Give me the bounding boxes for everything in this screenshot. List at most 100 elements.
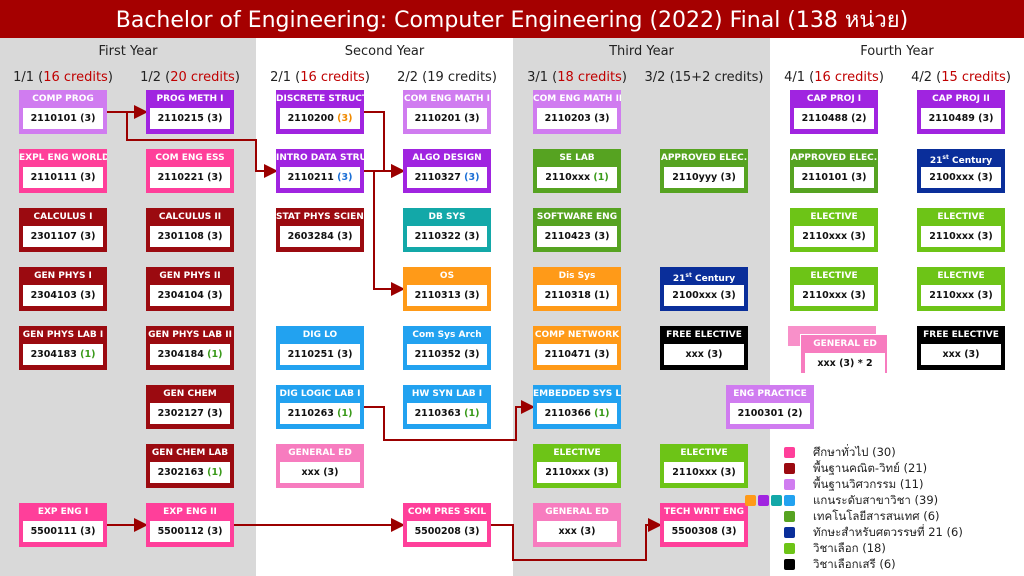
course-code: 2110xxx — [802, 290, 851, 301]
course-card-software-eng[interactable]: SOFTWARE ENG 2110423 (3) — [533, 208, 621, 252]
course-card-calculus-ii[interactable]: CALCULUS II 2301108 (3) — [146, 208, 234, 252]
course-card-gen-phys-lab-ii[interactable]: GEN PHYS LAB II 2304184 (1) — [146, 326, 234, 370]
course-card-dis-sys[interactable]: Dis Sys 2110318 (1) — [533, 267, 621, 311]
course-card-general-ed-3-1[interactable]: GENERAL ED xxx (3) — [533, 503, 621, 547]
course-code: 2110251 — [287, 349, 338, 360]
course-name: DIG LOGIC LAB I — [279, 389, 361, 399]
course-card-com-eng-math-ii[interactable]: COM ENG MATH II 2110203 (3) — [533, 90, 621, 134]
course-card-eng-practice[interactable]: ENG PRACTICE 2100301 (2) — [726, 385, 814, 429]
course-card-gen-chem-lab[interactable]: GEN CHEM LAB 2302163 (1) — [146, 444, 234, 488]
course-credits: (2) — [787, 408, 803, 419]
course-card-prog-meth-i[interactable]: PROG METH I 2110215 (3) — [146, 90, 234, 134]
course-card-elective-4-2-b[interactable]: ELECTIVE 2110xxx (3) — [917, 267, 1005, 311]
course-card-db-sys[interactable]: DB SYS 2110322 (3) — [403, 208, 491, 252]
course-card-com-eng-math-i[interactable]: COM ENG MATH I 2110201 (3) — [403, 90, 491, 134]
legend-label: พื้นฐานคณิต-วิทย์ (21) — [813, 461, 928, 475]
legend-swatch — [758, 495, 769, 506]
course-card-free-elective-3-2[interactable]: FREE ELECTIVE xxx (3) — [660, 326, 748, 370]
course-card-elective-3-2[interactable]: ELECTIVE 2110xxx (3) — [660, 444, 748, 488]
course-name: ELECTIVE — [810, 212, 858, 222]
course-code-box: 2304103 (3) — [23, 285, 103, 306]
course-card-approved-elec-4-1[interactable]: APPROVED ELEC. 2110101 (3) — [790, 149, 878, 193]
term-label: 4/2 — [911, 70, 937, 85]
course-card-com-eng-ess[interactable]: COM ENG ESS 2110221 (3) — [146, 149, 234, 193]
course-name: ALGO DESIGN — [412, 153, 482, 163]
course-card-calculus-i[interactable]: CALCULUS I 2301107 (3) — [19, 208, 107, 252]
course-code-box: 2110352 (3) — [407, 344, 487, 365]
course-card-discrete-struct[interactable]: DISCRETE STRUCT 2110200 (3) — [276, 90, 364, 134]
course-card-general-ed-y2[interactable]: GENERAL ED xxx (3) — [276, 444, 364, 488]
legend-item: ทักษะสำหรับศตวรรษที่ 21 (6) — [760, 525, 1024, 539]
course-card-elective-4-1-b[interactable]: ELECTIVE 2110xxx (3) — [790, 267, 878, 311]
course-card-cap-proj-ii[interactable]: CAP PROJ II 2110489 (3) — [917, 90, 1005, 134]
course-card-cap-proj-i[interactable]: CAP PROJ I 2110488 (2) — [790, 90, 878, 134]
legend-swatch — [784, 463, 795, 474]
course-card-gen-chem[interactable]: GEN CHEM 2302127 (3) — [146, 385, 234, 429]
course-name: SOFTWARE ENG — [536, 212, 618, 222]
course-name: FREE ELECTIVE — [666, 330, 742, 340]
course-code-box: 2302127 (3) — [150, 403, 230, 424]
course-card-free-elective-4-2[interactable]: FREE ELECTIVE xxx (3) — [917, 326, 1005, 370]
legend-swatch — [784, 447, 795, 458]
course-credits: (3) — [850, 290, 866, 301]
course-card-expl-eng-world[interactable]: EXPL ENG WORLD 2110111 (3) — [19, 149, 107, 193]
term-header-4-2: 4/2 (15 credits) — [911, 70, 1011, 85]
course-code: 2110215 — [157, 113, 208, 124]
course-card-algo-design[interactable]: ALGO DESIGN 2110327 (3) — [403, 149, 491, 193]
course-name: GENERAL ED — [545, 507, 609, 517]
course-card-comp-network[interactable]: COMP NETWORK 2110471 (3) — [533, 326, 621, 370]
course-code: 2110101 — [801, 172, 852, 183]
course-card-exp-eng-i[interactable]: EXP ENG I 5500111 (3) — [19, 503, 107, 547]
course-card-gen-phys-i[interactable]: GEN PHYS I 2304103 (3) — [19, 267, 107, 311]
course-name: EXP ENG I — [37, 507, 89, 517]
course-card-21st-century-4-2[interactable]: 21st Century 2100xxx (3) — [917, 149, 1005, 193]
term-credits: 15 credits — [941, 70, 1006, 85]
course-code: 2110363 — [414, 408, 465, 419]
course-card-approved-elec-3-2[interactable]: APPROVED ELEC. 2110yyy (3) — [660, 149, 748, 193]
course-code-box: 2110318 (1) — [537, 285, 617, 306]
course-name: EXPL ENG WORLD — [19, 153, 107, 163]
course-code: 2110423 — [544, 231, 595, 242]
course-card-tech-writ-eng[interactable]: TECH WRIT ENG 5500308 (3) — [660, 503, 748, 547]
course-card-elective-4-1-a[interactable]: ELECTIVE 2110xxx (3) — [790, 208, 878, 252]
course-card-exp-eng-ii[interactable]: EXP ENG II 5500112 (3) — [146, 503, 234, 547]
course-code: 2110xxx — [545, 467, 594, 478]
legend-item: ศึกษาทั่วไป (30) — [760, 445, 1024, 459]
course-card-os[interactable]: OS 2110313 (3) — [403, 267, 491, 311]
course-code-box: 2110yyy (3) — [664, 167, 744, 188]
course-name: STAT PHYS SCIENCE — [276, 212, 364, 222]
course-credits: (1) — [80, 349, 96, 360]
course-card-dig-logic-lab-i[interactable]: DIG LOGIC LAB I 2110263 (1) — [276, 385, 364, 429]
course-credits: (2) — [851, 113, 867, 124]
course-card-embedded-sys-lab-i[interactable]: EMBEDDED SYS LAB I 2110366 (1) — [533, 385, 621, 429]
course-card-intro-data-struct[interactable]: INTRO DATA STRUCT 2110211 (3) — [276, 149, 364, 193]
course-card-elective-3-1[interactable]: ELECTIVE 2110xxx (3) — [533, 444, 621, 488]
course-name: ELECTIVE — [937, 271, 985, 281]
course-card-stat-phys-science[interactable]: STAT PHYS SCIENCE 2603284 (3) — [276, 208, 364, 252]
course-card-se-lab[interactable]: SE LAB 2110xxx (1) — [533, 149, 621, 193]
legend-label: ทักษะสำหรับศตวรรษที่ 21 (6) — [813, 525, 963, 539]
course-credits: (3) — [964, 349, 980, 360]
course-name: COM PRES SKIL — [407, 507, 487, 517]
course-credits: (3) — [80, 172, 96, 183]
course-code: 2304183 — [30, 349, 81, 360]
term-header-4-1: 4/1 (16 credits) — [784, 70, 884, 85]
course-card-dig-lo[interactable]: DIG LO 2110251 (3) — [276, 326, 364, 370]
course-card-gen-phys-lab-i[interactable]: GEN PHYS LAB I 2304183 (1) — [19, 326, 107, 370]
course-name: CAP PROJ II — [932, 94, 990, 104]
course-code: 2110yyy — [672, 172, 721, 183]
course-card-elective-4-2-a[interactable]: ELECTIVE 2110xxx (3) — [917, 208, 1005, 252]
course-card-hw-syn-lab-i[interactable]: HW SYN LAB I 2110363 (1) — [403, 385, 491, 429]
course-card-gen-phys-ii[interactable]: GEN PHYS II 2304104 (3) — [146, 267, 234, 311]
course-code-box: 5500112 (3) — [150, 521, 230, 542]
course-card-comp-prog[interactable]: COMP PROG 2110101 (3) — [19, 90, 107, 134]
course-card-com-pres-skil[interactable]: COM PRES SKIL 5500208 (3) — [403, 503, 491, 547]
course-card-21st-century-3-2[interactable]: 21st Century 2100xxx (3) — [660, 267, 748, 311]
course-code: 2302163 — [157, 467, 208, 478]
legend-swatch — [784, 479, 795, 490]
course-code: 2110101 — [30, 113, 81, 124]
course-card-com-sys-arch[interactable]: Com Sys Arch 2110352 (3) — [403, 326, 491, 370]
term-label: 2/1 — [270, 70, 296, 85]
course-card-general-ed-4-1[interactable]: GENERAL ED xxx (3) * 2 — [800, 334, 888, 374]
